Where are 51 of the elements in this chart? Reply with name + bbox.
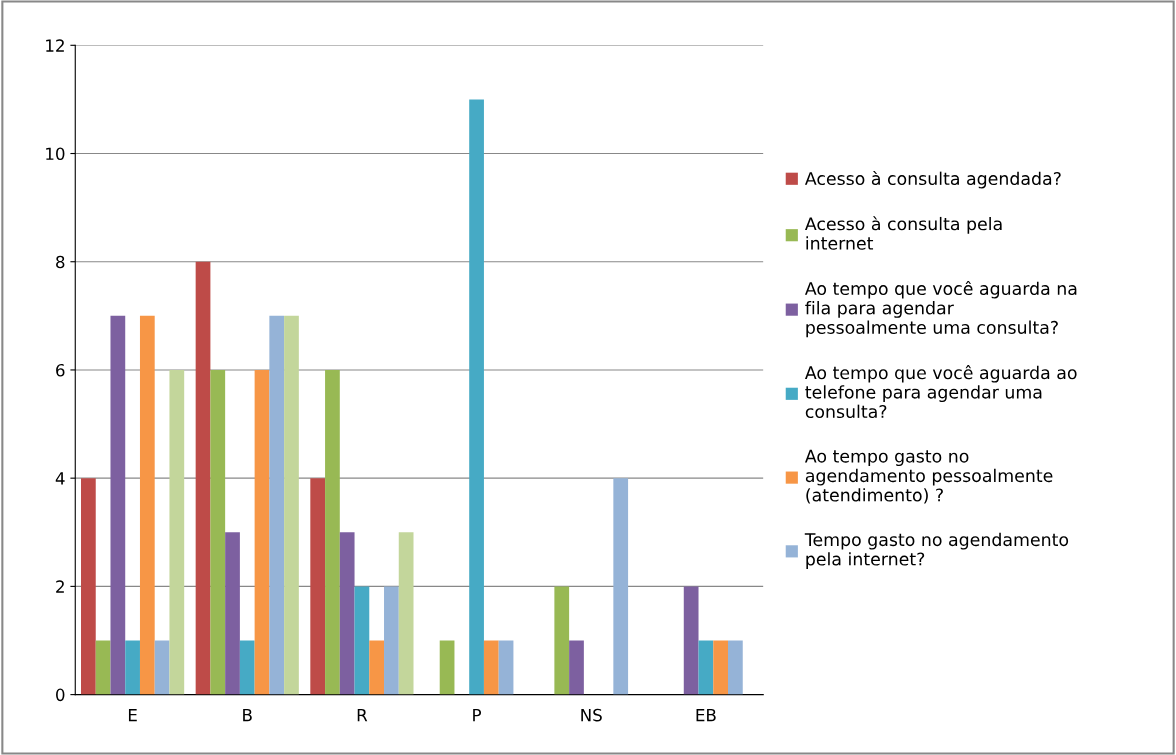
bar [569, 640, 584, 695]
legend-label: Ao tempo que você aguarda ao telefone para agendar uma consulta? [804, 365, 1077, 419]
bar [225, 532, 240, 695]
bar [269, 315, 285, 695]
legend-label: Tempo gasto no agendamento pela internet? [804, 532, 1069, 569]
x-tick-label: R [357, 709, 368, 722]
bar [81, 478, 96, 695]
bar [154, 640, 170, 695]
bar [439, 640, 455, 695]
x-tick-label: P [473, 709, 482, 722]
x-tick-label: EB [696, 709, 716, 722]
bar [698, 640, 714, 695]
bar [169, 369, 185, 695]
x-tick-label: B [243, 709, 252, 722]
bar [310, 478, 326, 695]
legend-label: Acesso à consulta agendada? [804, 170, 1061, 189]
legend-label: Ao tempo que você aguarda na fila para agendar pessoalmente uma consulta? [804, 280, 1077, 338]
bar [354, 586, 370, 695]
bar [110, 315, 126, 695]
y-tick-label: 10 [46, 147, 65, 161]
bar [95, 640, 111, 695]
legend-label: Ao tempo gasto no agendamento pessoalmente (atendimento) ? [804, 449, 1053, 504]
bar [554, 586, 570, 695]
bar [369, 640, 385, 695]
bar [498, 640, 514, 695]
bar [398, 532, 414, 695]
y-tick-label: 6 [56, 363, 65, 377]
bar [284, 315, 299, 695]
bar [339, 532, 355, 695]
bar [139, 315, 155, 695]
bar [210, 369, 226, 695]
bar [325, 369, 340, 695]
bar [125, 640, 140, 695]
bar [384, 586, 399, 695]
y-tick-label: 12 [46, 39, 64, 52]
bar [239, 640, 255, 695]
bar [713, 640, 729, 695]
x-tick-label: NS [581, 708, 602, 722]
bar [483, 640, 499, 695]
bar [254, 369, 270, 695]
legend-label: Acesso à consulta pela internet [804, 216, 1002, 250]
y-tick-label: 0 [56, 688, 65, 702]
bar [469, 99, 484, 695]
y-tick-label: 4 [55, 472, 65, 485]
y-tick-label: 2 [56, 580, 64, 593]
bar [613, 478, 629, 695]
y-tick-label: 8 [56, 255, 65, 269]
bar [683, 586, 699, 695]
bar [195, 261, 211, 695]
bar [728, 640, 743, 695]
x-tick-label: E [128, 709, 137, 722]
